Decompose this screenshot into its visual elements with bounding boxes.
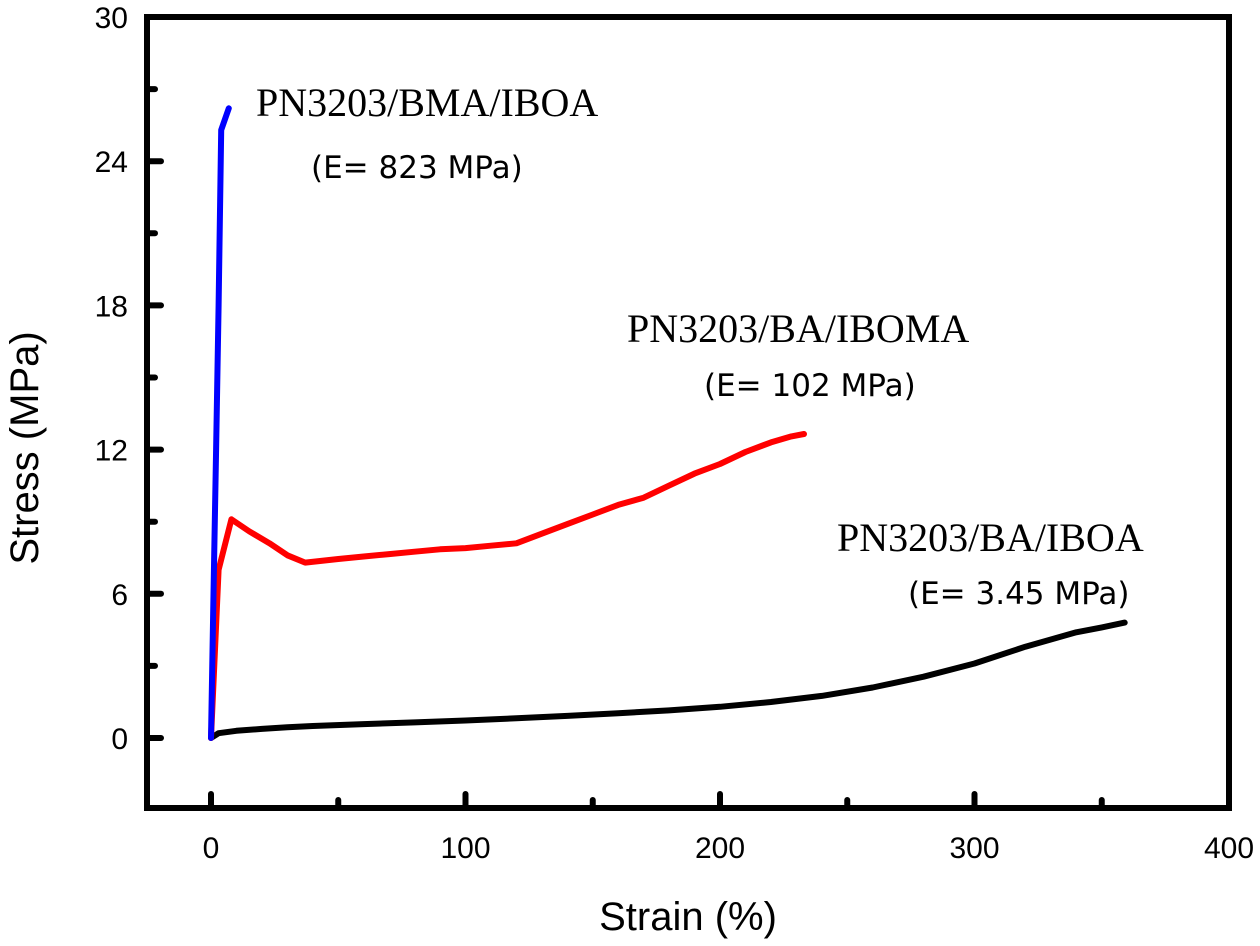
series-line-pn3203-bma-iboa <box>208 105 232 741</box>
annotation-ba-iboma-modulus: (E= 102 MPa) <box>704 368 916 404</box>
plot-frame <box>144 14 1232 811</box>
annotation-ba-iboa-name: PN3203/BA/IBOA <box>837 515 1144 560</box>
x-tick-label: 400 <box>1204 832 1254 865</box>
annotation-ba-iboa: PN3203/BA/IBOA (E= 3.45 MPa) <box>837 515 1144 612</box>
annotation-bma-iboa-name: PN3203/BMA/IBOA <box>256 80 598 125</box>
y-tick-label: 0 <box>111 723 128 756</box>
annotation-ba-iboa-modulus: (E= 3.45 MPa) <box>908 576 1130 612</box>
annotation-bma-iboa-modulus: (E= 823 MPa) <box>311 150 523 186</box>
series-layer <box>208 105 1128 741</box>
y-tick-label: 12 <box>95 435 128 468</box>
series-line-pn3203-ba-iboa <box>208 619 1128 741</box>
annotation-ba-iboma: PN3203/BA/IBOMA (E= 102 MPa) <box>627 306 969 404</box>
x-tick-label: 100 <box>440 832 490 865</box>
series-line-pn3203-ba-iboma <box>208 431 807 741</box>
y-tick-label: 30 <box>95 2 128 35</box>
y-axis-title: Stress (MPa) <box>3 331 47 564</box>
x-tick-label: 0 <box>203 832 220 865</box>
x-tick-label: 200 <box>695 832 745 865</box>
y-tick-label: 24 <box>95 146 128 179</box>
x-axis-title: Strain (%) <box>599 895 777 939</box>
annotation-ba-iboma-name: PN3203/BA/IBOMA <box>627 306 969 351</box>
x-tick-label: 300 <box>949 832 999 865</box>
y-tick-label: 6 <box>111 579 128 612</box>
annotation-bma-iboa: PN3203/BMA/IBOA (E= 823 MPa) <box>256 80 598 186</box>
y-tick-label: 18 <box>95 290 128 323</box>
